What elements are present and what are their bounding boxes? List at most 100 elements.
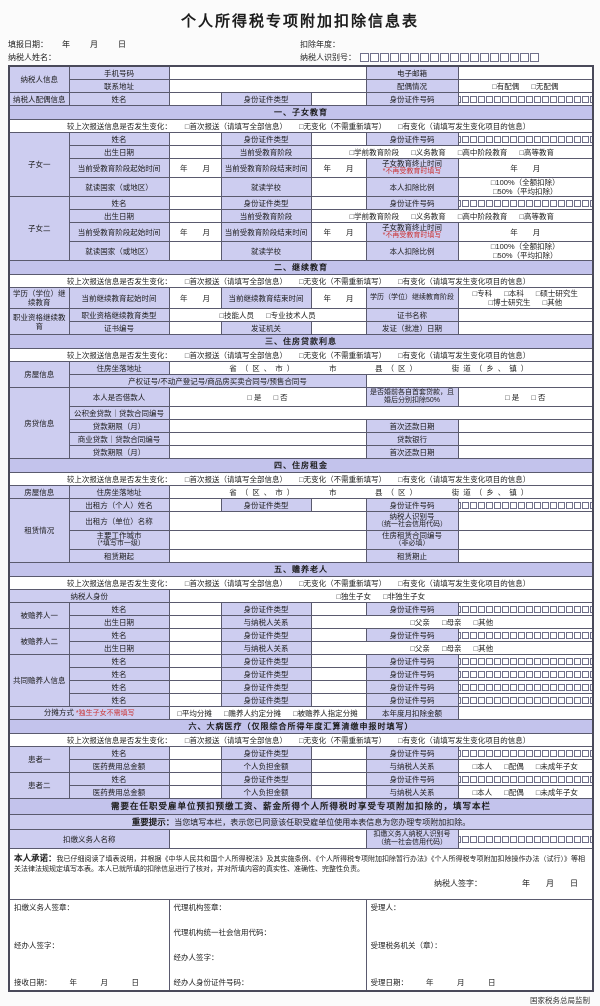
dependent1-id-type-input[interactable] [310,602,367,616]
lessor-company-input[interactable] [168,511,367,531]
checkbox-ratio-50[interactable]: □50%（平均扣除） [493,251,558,260]
checkbox-professional[interactable]: □专业技术人员 [266,310,316,320]
lessor-id-type-input[interactable] [310,498,367,512]
agency-handler-sign-label[interactable]: 经办人签字： [173,953,219,962]
child1-stop-input[interactable]: 年 月 [457,158,594,178]
checkbox-highschool[interactable]: □高中阶段教育 [457,147,508,157]
checkbox-ratio-100[interactable]: □100%（全额扣除） [490,178,560,188]
child1-country-input[interactable] [168,177,222,197]
checkbox-changed[interactable]: □有变化（请填写发生变化项目的信息） [398,578,531,588]
checkbox-only-child[interactable]: □独生子女 [336,591,371,601]
checkbox-spouse[interactable]: □配偶 [504,761,524,771]
lessor-id-number-boxes[interactable] [459,501,593,509]
commercial-loan-contract-input[interactable] [168,432,367,446]
ce-end-input[interactable]: 年 月 [310,287,367,309]
checkbox-first-report[interactable]: □首次报送（请填写全部信息） [184,735,287,745]
checkbox-compulsory[interactable]: □义务教育 [411,211,446,221]
checkbox-share-agreed[interactable]: □赡养人约定分摊 [224,708,282,718]
checkbox-associate[interactable]: □专科 [472,289,493,298]
checkbox-bachelor[interactable]: □本科 [504,289,524,298]
checkbox-ratio-50[interactable]: □50%（平均扣除） [493,187,558,196]
dependent1-name-input[interactable] [168,602,222,616]
checkbox-preschool[interactable]: □学前教育阶段 [349,211,400,221]
filing-date-value[interactable]: 年 月 日 [62,40,132,49]
lessor-person-input[interactable] [168,498,222,512]
child1-id-number-boxes[interactable] [459,135,593,143]
checkbox-borrower-no[interactable]: □ 否 [273,392,288,402]
patient1-medical-total-input[interactable] [168,759,222,773]
checkbox-borrower-yes[interactable]: □ 是 [247,392,262,402]
checkbox-first-report[interactable]: □首次报送（请填写全部信息） [184,350,287,360]
withholding-agent-name-input[interactable] [168,829,367,849]
child1-school-input[interactable] [310,177,367,197]
checkbox-other[interactable]: □其他 [473,643,494,653]
dependent1-birth-input[interactable] [168,615,222,629]
child1-birth-input[interactable] [168,145,222,159]
tax-authority-seal-label[interactable]: 受理税务机关（章）： [370,940,442,950]
checkbox-no-spouse[interactable]: □无配偶 [531,81,559,91]
dependent2-id-type-input[interactable] [310,628,367,642]
patient1-name-input[interactable] [168,746,222,760]
checkbox-no-change[interactable]: □无变化（不需重新填写） [299,735,387,745]
checkbox-higher-ed[interactable]: □高等教育 [519,211,554,221]
lease-contract-input[interactable] [457,530,594,550]
checkbox-no-change[interactable]: □无变化（不需重新填写） [299,578,387,588]
issue-date-input[interactable] [457,321,594,335]
mobile-input[interactable] [168,65,367,80]
patient1-self-pay-input[interactable] [310,759,367,773]
checkbox-has-spouse[interactable]: □有配偶 [492,81,520,91]
agency-seal-label[interactable]: 代理机构签章： [173,903,227,912]
dependent2-birth-input[interactable] [168,641,222,655]
child1-stage-start-input[interactable]: 年 月 [168,158,222,178]
patient2-id-type-input[interactable] [310,772,367,786]
lessor-tin-input[interactable] [457,511,594,531]
checkbox-master[interactable]: □硕士研究生 [535,289,578,298]
dependent1-id-number-boxes[interactable] [459,605,593,613]
patient2-medical-total-input[interactable] [168,785,222,799]
email-input[interactable] [457,65,594,80]
patient1-id-type-input[interactable] [310,746,367,760]
checkbox-prenup-yes[interactable]: □ 是 [505,392,520,402]
child1-name-input[interactable] [168,132,222,146]
child2-country-input[interactable] [168,241,222,261]
child2-name-input[interactable] [168,196,222,210]
co-supporter3-id-type-input[interactable] [310,680,367,694]
checkbox-compulsory[interactable]: □义务教育 [411,147,446,157]
checkbox-first-report[interactable]: □首次报送（请填写全部信息） [184,474,287,484]
checkbox-preschool[interactable]: □学前教育阶段 [349,147,400,157]
co-supporter1-name-input[interactable] [168,654,222,668]
house-address-input[interactable]: 省（区、市） 市 县（区） 街道（乡、镇） [168,361,594,375]
work-city-input[interactable] [168,530,367,550]
loan-bank-input[interactable] [457,432,594,446]
commercial-loan-term-input[interactable] [168,445,367,459]
checkbox-self[interactable]: □本人 [472,787,493,797]
checkbox-no-change[interactable]: □无变化（不需重新填写） [299,276,387,286]
taxpayer-signature-label[interactable]: 纳税人签字： [434,879,483,889]
child1-stage-end-input[interactable]: 年 月 [310,158,367,178]
agent-seal-label[interactable]: 扣缴义务人签章： [14,903,74,912]
checkbox-higher-ed[interactable]: □高等教育 [519,147,554,157]
accept-date-value[interactable]: 年 月 日 [426,978,504,987]
checkbox-no-change[interactable]: □无变化（不需重新填写） [299,474,387,484]
checkbox-mother[interactable]: □母亲 [442,617,462,627]
checkbox-first-report[interactable]: □首次报送（请填写全部信息） [184,578,287,588]
checkbox-minor-child[interactable]: □未成年子女 [535,761,578,771]
withholding-agent-tin-boxes[interactable] [459,835,593,843]
co-supporter4-name-input[interactable] [168,693,222,707]
checkbox-other[interactable]: □其他 [473,617,494,627]
co-supporter4-id-number-boxes[interactable] [459,696,593,704]
child1-id-type-input[interactable] [310,132,367,146]
signature-date[interactable]: 年 月 日 [522,879,579,889]
child2-stage-end-input[interactable]: 年 月 [310,222,367,242]
checkbox-ratio-100[interactable]: □100%（全额扣除） [490,242,560,252]
patient1-id-number-boxes[interactable] [459,749,593,757]
agency-credit-code-label[interactable]: 代理机构统一社会信用代码： [173,928,272,937]
spouse-name-input[interactable] [168,92,222,106]
checkbox-no-change[interactable]: □无变化（不需重新填写） [299,121,387,131]
checkbox-first-report[interactable]: □首次报送（请填写全部信息） [184,121,287,131]
contact-address-input[interactable] [168,79,367,93]
co-supporter4-id-type-input[interactable] [310,693,367,707]
child2-id-number-boxes[interactable] [459,199,593,207]
co-supporter2-id-number-boxes[interactable] [459,670,593,678]
cert-no-input[interactable] [168,321,222,335]
